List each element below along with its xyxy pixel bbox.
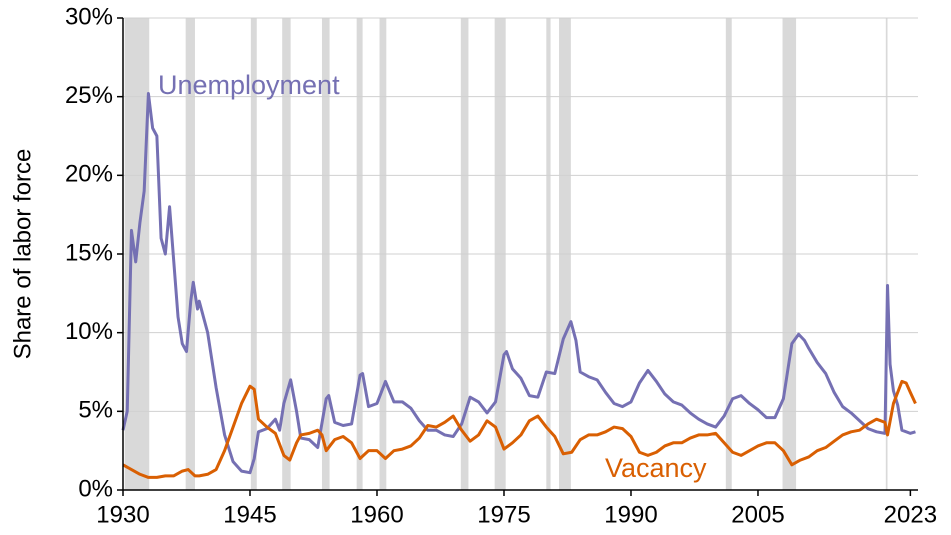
axes: 0% 5% 10% 15% 20% 25% 30% 1930 1945 1960 1975 1990 2… (65, 3, 937, 528)
y-tick-label: 20% (65, 161, 113, 188)
x-tick-label: 2005 (731, 501, 784, 528)
y-axis-label: Share of labor force (9, 149, 36, 360)
x-tick-label: 1960 (350, 501, 403, 528)
y-tick-label: 10% (65, 318, 113, 345)
series-line (121, 92, 916, 475)
grid (123, 17, 918, 491)
y-tick-label: 15% (65, 239, 113, 266)
x-tick-label: 1990 (604, 501, 657, 528)
series-label: Vacancy (605, 453, 707, 483)
y-tick-label: 30% (65, 3, 113, 30)
x-tick-label: 1975 (477, 501, 530, 528)
lines (121, 92, 917, 479)
x-tick-label: 1930 (96, 501, 149, 528)
series-label: Unemployment (158, 70, 340, 100)
x-tick-label: 2023 (884, 501, 937, 528)
y-tick-label: 0% (78, 475, 113, 502)
x-tick-label: 1945 (223, 501, 276, 528)
y-tick-label: 5% (78, 397, 113, 424)
y-tick-label: 25% (65, 82, 113, 109)
series-line (122, 379, 917, 479)
